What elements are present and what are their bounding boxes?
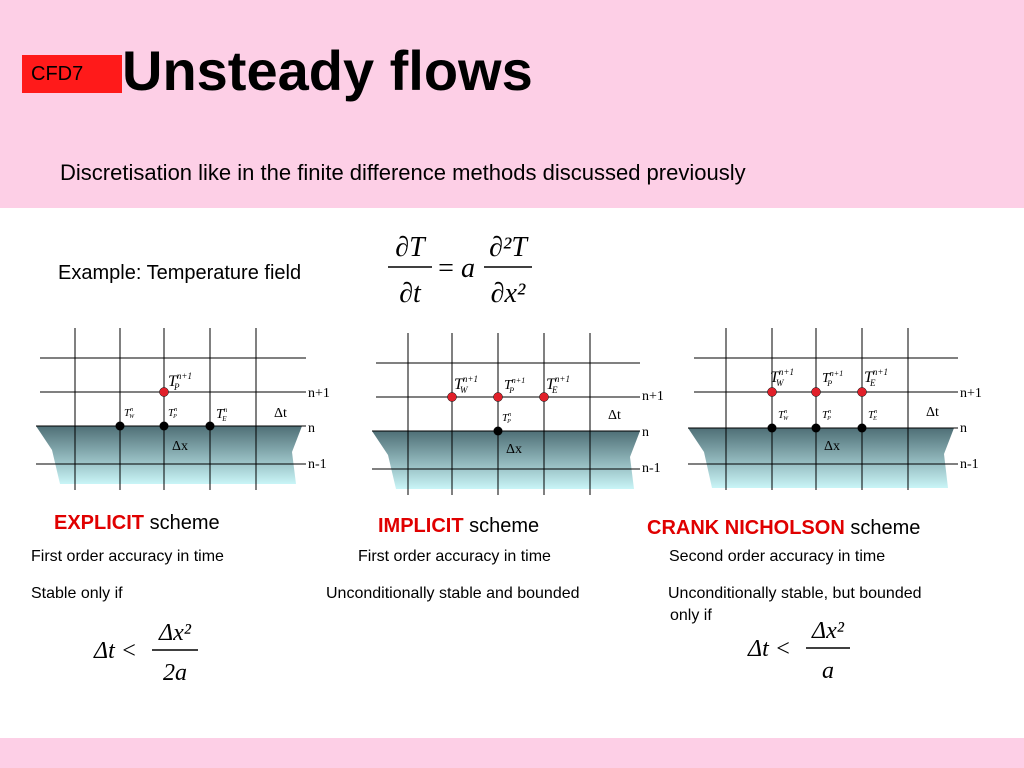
pde-lhs-numerator: ∂T (395, 232, 427, 263)
scheme-highlight: IMPLICIT (378, 515, 464, 537)
ground-region (36, 426, 302, 484)
scheme-word: scheme (850, 517, 921, 539)
implicit-accuracy: First order accuracy in time (358, 548, 551, 565)
footer-band (0, 738, 1024, 768)
row-label-n: n (960, 421, 967, 436)
node-p-n (159, 421, 169, 431)
label-t-e-n: Tn E (868, 409, 877, 422)
node-e-n-plus-1 (857, 387, 867, 397)
heat-equation: ∂T ∂t = a ∂²T ∂x² (388, 232, 532, 309)
row-label-n-minus-1: n-1 (308, 457, 327, 472)
label-t-p-n-plus-1: Tn+1 P (168, 371, 192, 392)
crank-nicholson-stability-cont: only if (670, 607, 712, 624)
explicit-stability-condition: Δt < Δx² 2a (93, 620, 198, 686)
slide-title: Unsteady flows (122, 39, 533, 102)
label-dt: Δt (926, 405, 939, 420)
condition-denominator: 2a (163, 660, 187, 686)
node-e-n-plus-1 (539, 392, 549, 402)
row-label-n-minus-1: n-1 (960, 457, 979, 472)
pde-coefficient: a (461, 253, 475, 284)
label-t-e-n-plus-1: Tn+1 E (546, 374, 570, 395)
label-t-p-n-plus-1: Tn+1 P (822, 369, 843, 388)
label-t-w-n-plus-1: Tn+1 W (770, 367, 794, 388)
label-dx: Δx (506, 442, 522, 457)
node-p-n-plus-1 (811, 387, 821, 397)
row-label-n: n (642, 425, 649, 440)
explicit-scheme-title: EXPLICIT scheme (54, 512, 220, 535)
node-w-n-plus-1 (767, 387, 777, 397)
node-p-n-plus-1 (159, 387, 169, 397)
condition-lhs: Δt < (747, 636, 791, 662)
label-t-w-n: Tn W (124, 407, 135, 420)
pde-rhs-numerator: ∂²T (489, 232, 529, 263)
scheme-word: scheme (149, 512, 220, 534)
example-label: Example: Temperature field (58, 262, 302, 284)
pde-lhs-denominator: ∂t (399, 278, 422, 309)
label-t-p-n: Tn P (822, 409, 831, 422)
ground-region (688, 428, 954, 488)
scheme-word: scheme (469, 515, 540, 537)
row-label-n-plus-1: n+1 (960, 386, 982, 401)
row-label-n-plus-1: n+1 (642, 389, 664, 404)
explicit-stability: Stable only if (31, 585, 123, 602)
node-p-n (811, 423, 821, 433)
condition-denominator: a (822, 658, 834, 684)
grid-lines (372, 333, 640, 495)
crank-nicholson-accuracy: Second order accuracy in time (669, 548, 886, 565)
node-p-n (493, 426, 503, 436)
explicit-accuracy: First order accuracy in time (31, 548, 224, 565)
node-w-n-plus-1 (447, 392, 457, 402)
slide-badge: CFD7 (22, 55, 122, 93)
row-label-n: n (308, 421, 315, 436)
implicit-scheme-title: IMPLICIT scheme (378, 515, 539, 538)
label-t-e-n-plus-1: Tn+1 E (864, 367, 888, 388)
implicit-stencil-diagram: Tn+1 W Tn+1 P Tn+1 E Tn P Δt Δx n+1 n n-1 (372, 333, 664, 495)
scheme-highlight: EXPLICIT (54, 512, 145, 534)
label-dt: Δt (274, 406, 287, 421)
node-e-n (857, 423, 867, 433)
pde-rhs-denominator: ∂x² (491, 278, 526, 309)
node-e-n (205, 421, 215, 431)
crank-nicholson-stability: Unconditionally stable, but bounded (668, 585, 922, 602)
label-dt: Δt (608, 408, 621, 423)
slide-subtitle: Discretisation like in the finite differ… (60, 160, 746, 185)
node-p-n-plus-1 (493, 392, 503, 402)
label-t-p-n: Tn P (502, 412, 511, 425)
scheme-highlight: CRANK NICHOLSON (647, 517, 845, 539)
grid-lines (688, 328, 958, 490)
label-t-e-n: Tn E (216, 406, 228, 423)
label-t-w-n-plus-1: Tn+1 W (454, 374, 478, 395)
ground-region (372, 431, 640, 489)
crank-nicholson-scheme-title: CRANK NICHOLSON scheme (647, 517, 920, 540)
row-label-n-minus-1: n-1 (642, 461, 661, 476)
implicit-stability: Unconditionally stable and bounded (326, 585, 580, 602)
label-t-p-n: Tn P (168, 407, 177, 420)
label-dx: Δx (824, 439, 840, 454)
header-band (0, 0, 1024, 208)
condition-lhs: Δt < (93, 638, 137, 664)
pde-equals: = (438, 253, 454, 284)
label-t-w-n: Tn W (778, 409, 789, 422)
row-label-n-plus-1: n+1 (308, 386, 330, 401)
explicit-stencil-diagram: Tn+1 P Tn W Tn P Tn E Δt Δx n+1 n n-1 (36, 328, 330, 490)
label-dx: Δx (172, 439, 188, 454)
condition-numerator: Δx² (158, 620, 192, 646)
node-w-n (767, 423, 777, 433)
node-w-n (115, 421, 125, 431)
grid-lines (36, 328, 306, 490)
label-t-p-n-plus-1: Tn+1 P (504, 376, 525, 395)
condition-numerator: Δx² (811, 618, 845, 644)
crank-nicholson-stability-condition: Δt < Δx² a (747, 618, 850, 684)
crank-nicholson-stencil-diagram: Tn+1 W Tn+1 P Tn+1 E Tn W Tn P Tn E Δt Δx n+1 … (688, 328, 982, 490)
